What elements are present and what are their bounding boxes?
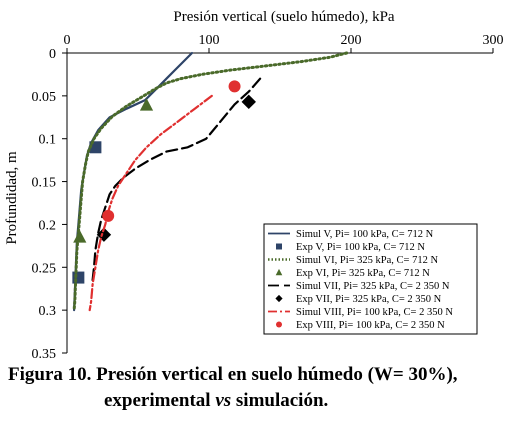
y-tick-label: 0.35 xyxy=(32,347,57,362)
data-point xyxy=(139,98,154,111)
series-6 xyxy=(96,94,256,242)
legend-label: Exp VI, Pi= 325 kPa, C= 712 N xyxy=(296,268,430,279)
series-line xyxy=(88,94,213,312)
x-axis-title: Presión vertical (suelo húmedo), kPa xyxy=(173,9,395,25)
series-line xyxy=(73,51,194,312)
series-layer xyxy=(72,51,349,312)
caption-line-2-end: simulación. xyxy=(231,390,329,411)
legend-marker xyxy=(276,243,282,250)
caption-line-2: experimental vs simulación. xyxy=(104,388,328,414)
y-tick-label: 0.2 xyxy=(39,218,57,233)
series-5 xyxy=(91,77,262,282)
y-tick-label: 0 xyxy=(49,47,56,62)
legend-label: Simul VII, Pi= 325 kPa, C= 2 350 N xyxy=(296,281,450,292)
y-tick-label: 0.25 xyxy=(32,261,57,276)
data-point xyxy=(241,94,256,110)
data-point xyxy=(228,80,241,93)
data-point xyxy=(73,230,87,243)
x-tick-label: 300 xyxy=(483,33,504,48)
legend-label: Exp VIII, Pi= 100 kPa, C= 2 350 N xyxy=(296,320,445,331)
chart: Presión vertical (suelo húmedo), kPa Pro… xyxy=(4,9,504,362)
legend-label: Simul V, Pi= 100 kPa, C= 712 N xyxy=(296,229,434,240)
series-4 xyxy=(73,98,154,243)
legend-symbol xyxy=(276,243,282,250)
axes: 0 100 200 300 0 0.05 0.1 0.15 0.2 0.25 0.3 0.35 xyxy=(32,33,504,362)
legend-symbol xyxy=(276,321,282,328)
series-3 xyxy=(72,51,349,312)
legend: Simul V, Pi= 100 kPa, C= 712 N Exp V, Pi=… xyxy=(263,223,478,335)
y-axis-title: Profundidad, m xyxy=(4,151,20,245)
legend-label: Simul VI, Pi= 325 kPa, C= 712 N xyxy=(296,255,438,266)
legend-symbol xyxy=(275,268,283,276)
legend-label: Exp VII, Pi= 325 kPa, C= 2 350 N xyxy=(296,294,442,305)
y-tick-label: 0.15 xyxy=(32,176,57,191)
legend-label: Simul VIII, Pi= 100 kPa, C= 2 350 N xyxy=(296,307,453,318)
data-point xyxy=(102,209,115,222)
x-tick-label: 200 xyxy=(341,33,362,48)
y-tick-label: 0.1 xyxy=(39,133,57,148)
y-tick-label: 0.05 xyxy=(32,90,57,105)
legend-marker xyxy=(275,294,283,303)
y-tick-label: 0.3 xyxy=(39,304,57,319)
data-point xyxy=(72,271,85,284)
series-1 xyxy=(73,51,194,312)
caption-line-2-start: experimental xyxy=(104,390,216,411)
series-8 xyxy=(102,80,241,222)
series-line xyxy=(72,51,349,312)
x-tick-label: 100 xyxy=(199,33,220,48)
caption-line-1: Figura 10. Presión vertical en suelo húm… xyxy=(8,364,458,385)
legend-marker xyxy=(276,321,282,328)
legend-marker xyxy=(275,268,283,276)
series-line xyxy=(91,77,262,282)
legend-box xyxy=(263,223,478,335)
x-tick-label: 0 xyxy=(64,33,71,48)
legend-label: Exp V, Pi= 100 kPa, C= 712 N xyxy=(296,242,425,253)
caption-line-2-vs: vs xyxy=(215,390,232,411)
legend-symbol xyxy=(275,294,283,303)
series-7 xyxy=(88,94,213,312)
